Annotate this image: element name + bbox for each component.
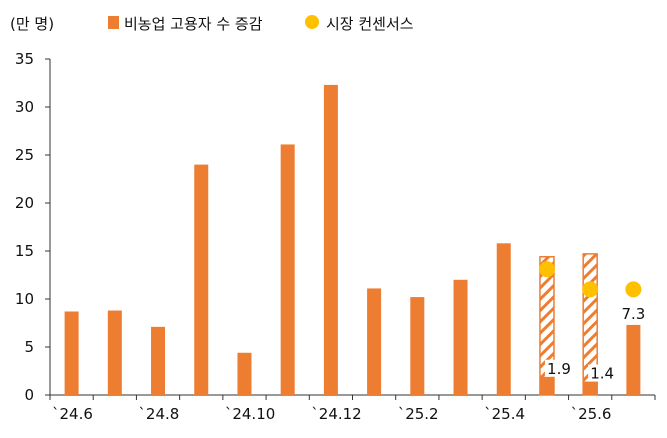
y-tick-label: 5 bbox=[24, 338, 34, 356]
legend-marker-consensus bbox=[305, 15, 319, 29]
data-label: 1.9 bbox=[547, 360, 571, 378]
bar bbox=[453, 279, 468, 395]
bar-revised bbox=[583, 381, 598, 395]
legend-label-bar: 비농업 고용자 수 증감 bbox=[124, 15, 263, 33]
data-label: 1.4 bbox=[590, 365, 614, 383]
bar bbox=[237, 352, 252, 395]
bar-revised bbox=[539, 376, 554, 395]
bar bbox=[64, 311, 79, 395]
x-tick-label: `25.6 bbox=[571, 405, 612, 423]
data-label: 7.3 bbox=[621, 305, 645, 323]
legend: (만 명) 비농업 고용자 수 증감 시장 컨센서스 bbox=[10, 15, 414, 33]
legend-label-consensus: 시장 컨센서스 bbox=[326, 15, 414, 33]
y-tick-label: 20 bbox=[15, 194, 34, 212]
x-tick-label: `24.8 bbox=[138, 405, 179, 423]
x-tick-label: `25.4 bbox=[484, 405, 525, 423]
consensus-markers bbox=[538, 261, 642, 298]
x-tick-label: `24.6 bbox=[52, 405, 93, 423]
bar bbox=[626, 324, 641, 395]
data-labels: 1.9 1.4 7.3 bbox=[544, 305, 645, 383]
y-tick-label: 35 bbox=[15, 50, 34, 68]
consensus-marker bbox=[582, 281, 599, 298]
bar bbox=[107, 310, 122, 395]
x-tick-label: `24.12 bbox=[311, 405, 361, 423]
consensus-marker bbox=[538, 261, 555, 278]
bar bbox=[496, 243, 511, 395]
bar bbox=[194, 164, 209, 395]
bar bbox=[323, 84, 338, 396]
bar bbox=[367, 288, 382, 395]
y-tick-label: 25 bbox=[15, 146, 34, 164]
axes bbox=[49, 59, 655, 396]
bars bbox=[64, 84, 641, 396]
bar bbox=[151, 326, 166, 395]
data-label-background bbox=[588, 364, 617, 382]
y-tick-label: 10 bbox=[15, 290, 34, 308]
data-label-background bbox=[544, 359, 573, 377]
bar bbox=[280, 144, 295, 395]
y-tick-label: 30 bbox=[15, 98, 34, 116]
consensus-marker bbox=[625, 281, 642, 298]
x-tick-label: `25.2 bbox=[398, 405, 439, 423]
x-axis-ticks: `24.6 `24.8 `24.10 `24.12 `25.2 `25.4 `25.6 bbox=[49, 395, 656, 423]
y-tick-label: 0 bbox=[24, 386, 34, 404]
y-axis-ticks: 0 5 10 15 20 25 30 35 bbox=[15, 50, 50, 404]
bar bbox=[410, 297, 425, 395]
y-tick-label: 15 bbox=[15, 242, 34, 260]
x-tick-label: `24.10 bbox=[225, 405, 275, 423]
unit-label: (만 명) bbox=[10, 15, 54, 33]
legend-swatch-bar bbox=[108, 16, 119, 29]
